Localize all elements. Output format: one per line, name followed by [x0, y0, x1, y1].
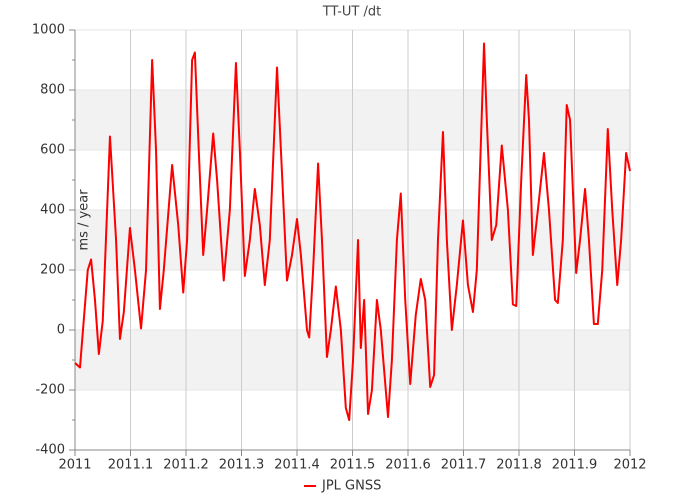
x-tick-label: 2011.7 — [441, 458, 487, 473]
y-tick-label: 800 — [40, 83, 65, 98]
y-tick-label: 0 — [57, 323, 65, 338]
y-tick-label: 600 — [40, 143, 65, 158]
data-line — [74, 42, 631, 421]
x-tick-label: 2011.9 — [552, 458, 598, 473]
x-tick-label: 2011.3 — [219, 458, 265, 473]
x-tick-label: 2011 — [58, 458, 91, 473]
y-tick-label: 1000 — [32, 23, 65, 38]
chart-title: TT-UT /dt — [322, 5, 381, 20]
y-tick-label: 400 — [40, 203, 65, 218]
x-tick-label: 2011.8 — [496, 458, 542, 473]
y-tick-label: -400 — [35, 443, 65, 458]
y-axis-label: ms / year — [77, 189, 92, 251]
x-tick-label: 2011.5 — [330, 458, 376, 473]
y-tick-label: -200 — [35, 383, 65, 398]
x-tick-label: 2011.1 — [108, 458, 154, 473]
x-tick-label: 2012 — [613, 458, 646, 473]
y-tick-label: 200 — [40, 263, 65, 278]
legend-label: JPL GNSS — [321, 479, 381, 494]
x-tick-label: 2011.6 — [385, 458, 431, 473]
x-tick-label: 2011.2 — [163, 458, 209, 473]
x-tick-label: 2011.4 — [274, 458, 320, 473]
